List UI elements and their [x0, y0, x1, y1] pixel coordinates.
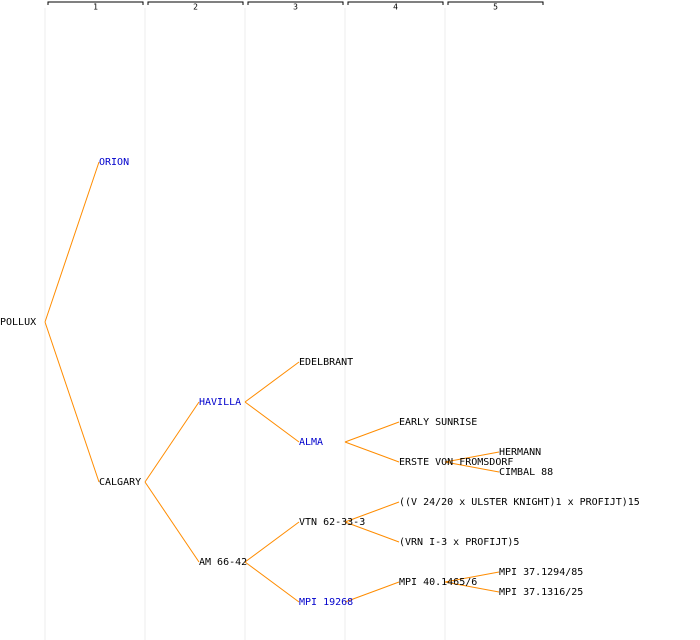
- node-label: CALGARY: [99, 477, 141, 488]
- node-label: MPI 37.1294/85: [499, 567, 583, 578]
- node-label: ERSTE VON FROMSDORF: [399, 457, 513, 468]
- node-label[interactable]: ALMA: [299, 437, 323, 448]
- node-label: ((V 24/20 x ULSTER KNIGHT)1 x PROFIJT)15: [399, 497, 640, 508]
- edge: [244, 361, 300, 403]
- column-bracket: [347, 1, 444, 5]
- edge: [444, 571, 500, 583]
- node-label[interactable]: MPI 19268: [299, 597, 353, 608]
- column-bracket: [47, 1, 144, 5]
- column-bracket: [447, 1, 544, 5]
- node-label[interactable]: HAVILLA: [199, 397, 241, 408]
- column-label: 1: [93, 3, 98, 12]
- edge: [444, 581, 500, 593]
- column-label: 4: [393, 3, 398, 12]
- column-bracket: [147, 1, 244, 5]
- edge: [244, 521, 300, 563]
- column-label: 3: [293, 3, 298, 12]
- edge: [344, 441, 400, 463]
- node-label: HERMANN: [499, 447, 541, 458]
- edge: [244, 561, 300, 603]
- node-label: CIMBAL 88: [499, 467, 553, 478]
- node-label: (VRN I-3 x PROFIJT)5: [399, 537, 519, 548]
- node-label: MPI 37.1316/25: [499, 587, 583, 598]
- node-label: EARLY SUNRISE: [399, 417, 477, 428]
- edge: [444, 451, 500, 463]
- edge: [344, 581, 400, 603]
- edge: [444, 461, 500, 473]
- node-label: AM 66-42: [199, 557, 247, 568]
- edge: [244, 401, 300, 443]
- edge: [144, 401, 200, 483]
- node-label: EDELBRANT: [299, 357, 353, 368]
- node-label: POLLUX: [0, 317, 36, 328]
- node-label[interactable]: ORION: [99, 157, 129, 168]
- column-label: 5: [493, 3, 498, 12]
- column-label: 2: [193, 3, 198, 12]
- edge: [144, 481, 200, 563]
- edge: [344, 521, 400, 543]
- edge: [44, 321, 100, 483]
- edges: [44, 161, 500, 603]
- edge: [344, 501, 400, 523]
- edge: [344, 421, 400, 443]
- node-label: MPI 40.1465/6: [399, 577, 477, 588]
- column-bracket: [247, 1, 344, 5]
- edge: [44, 161, 100, 323]
- node-label: VTN 62-33-3: [299, 517, 365, 528]
